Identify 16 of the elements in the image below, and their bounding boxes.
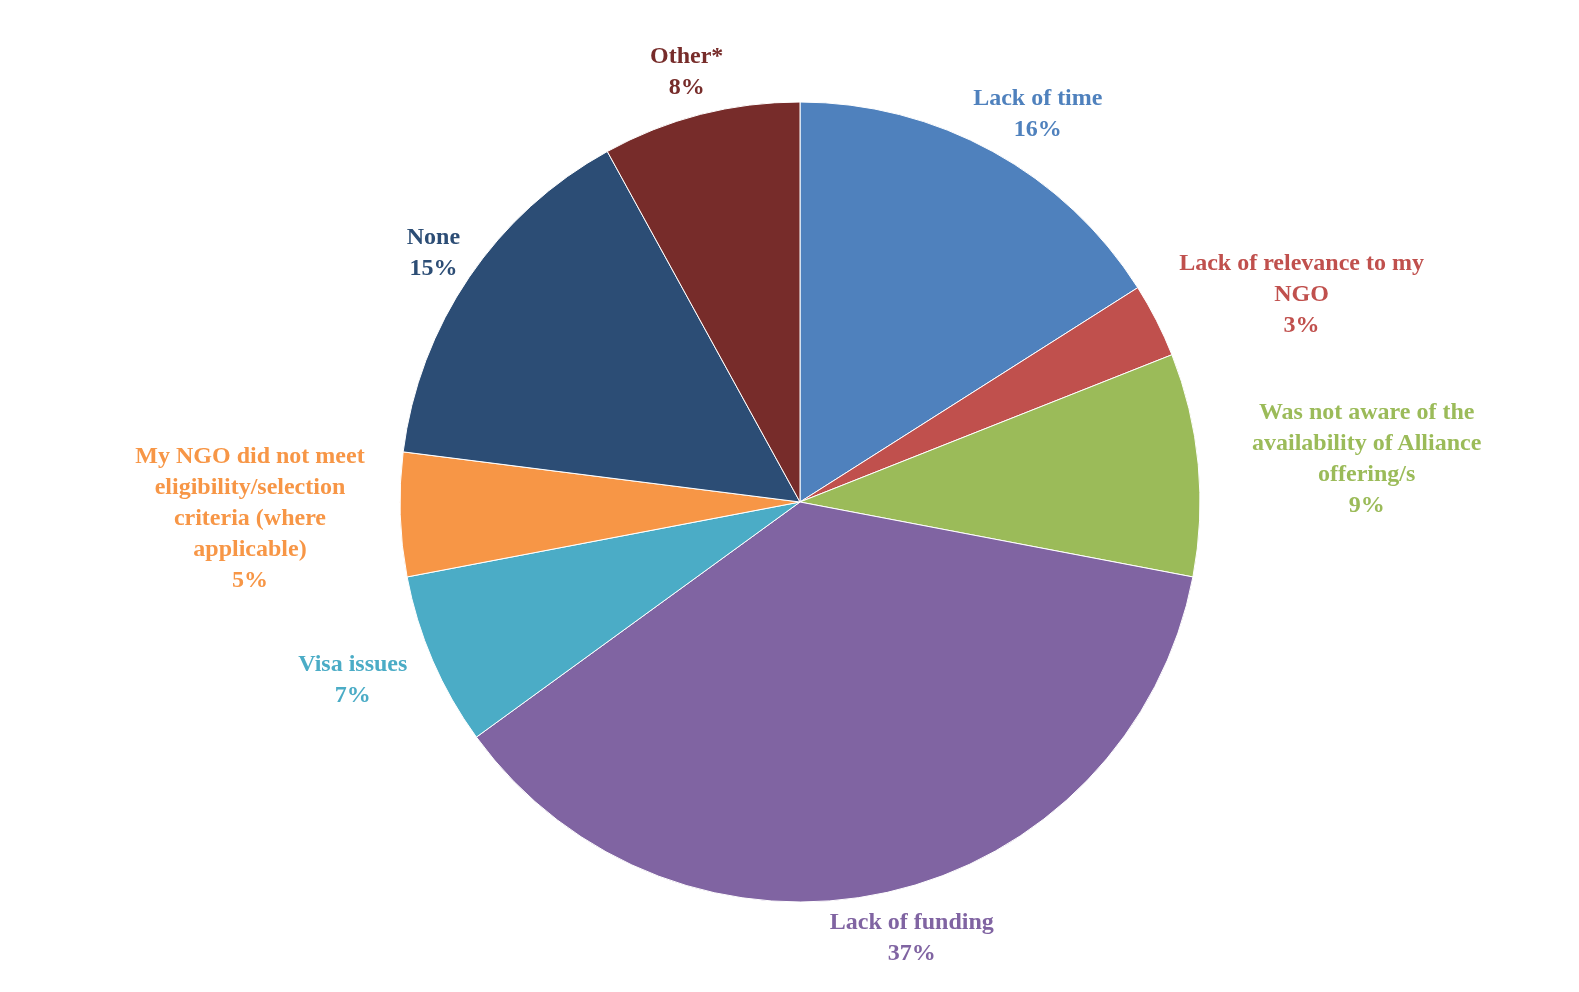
data-label: 3% xyxy=(1283,310,1320,337)
slice-label: Visa issues xyxy=(298,650,408,677)
slice-label: Lack of time xyxy=(973,83,1103,110)
data-label: 16% xyxy=(1013,114,1062,141)
data-label: 7% xyxy=(334,681,371,708)
data-label: 8% xyxy=(668,73,705,100)
slice-label: Was not aware of the availability of Alliance offering/s xyxy=(1252,397,1482,486)
data-label: 9% xyxy=(1348,490,1385,517)
data-label: 37% xyxy=(887,938,936,965)
slice-label: Lack of funding xyxy=(829,907,994,934)
slice-label: My NGO did not meet eligibility/selection criteria (where applicable) xyxy=(135,442,365,562)
data-label: 15% xyxy=(409,254,458,281)
data-label: 5% xyxy=(231,566,268,593)
slice-label: Other* xyxy=(649,42,724,69)
slice-label: Lack of relevance to my NGO xyxy=(1179,248,1424,306)
slice-label: None xyxy=(406,223,461,250)
